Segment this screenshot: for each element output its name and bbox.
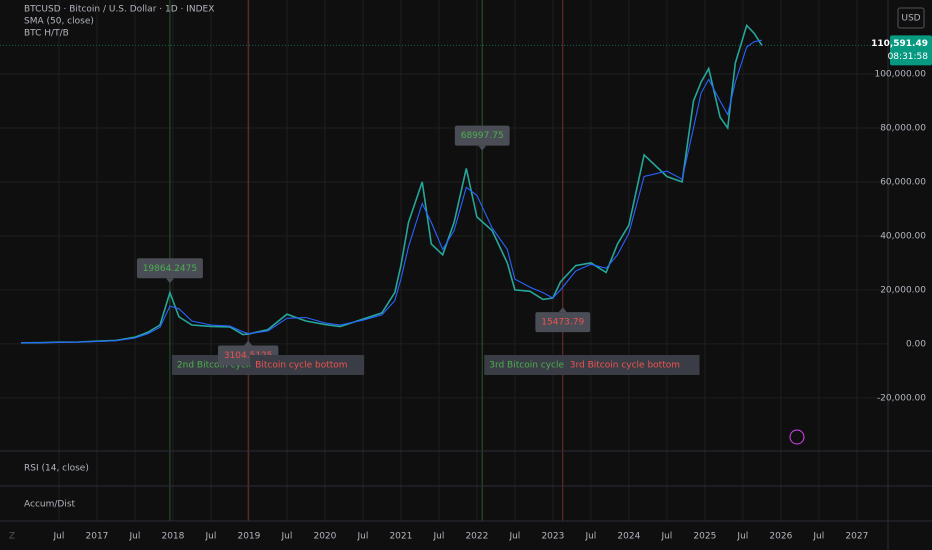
value-box — [454, 125, 510, 146]
x-tick-label: 2026 — [769, 532, 792, 542]
cycle-label: 3rd Bitcoin cycle bottom — [570, 361, 680, 371]
x-tick-label: Jul — [584, 532, 596, 542]
y-tick-label: 60,000.00 — [880, 177, 926, 187]
series-line — [20, 23, 763, 344]
legend-entry: SMA (50, close) — [24, 17, 94, 27]
last-price: 110,591.49 — [871, 39, 928, 49]
x-tick-label: 2025 — [693, 532, 716, 542]
value-label: 68997.75 — [461, 131, 504, 141]
value-pointer — [558, 307, 567, 313]
countdown: 08:31:58 — [888, 52, 929, 62]
currency-box[interactable] — [897, 7, 925, 29]
x-tick-label: 2024 — [617, 532, 640, 542]
value-box — [136, 258, 203, 279]
value-pointer — [478, 145, 487, 151]
x-tick-label: Jul — [660, 532, 672, 542]
indicator-label: BTC H/T/B — [24, 29, 69, 39]
x-tick-label: 2017 — [86, 532, 109, 542]
x-tick-label: 2022 — [465, 532, 488, 542]
label-box — [250, 355, 365, 375]
cycle-label: 3rd Bitcoin cycle top — [489, 361, 582, 371]
value-pointer — [165, 278, 174, 284]
x-tick-label: 2027 — [845, 532, 868, 542]
x-tick-label: 2020 — [313, 532, 336, 542]
y-tick-label: 20,000.00 — [880, 285, 926, 295]
x-tick-label: 2023 — [541, 532, 564, 542]
x-tick-label: Jul — [508, 532, 520, 542]
value-label: 15473.79 — [541, 318, 584, 328]
x-tick-label: Jul — [812, 532, 824, 542]
value-pointer — [244, 340, 253, 346]
y-tick-label: 80,000.00 — [880, 123, 926, 133]
x-tick-label: Jul — [356, 532, 368, 542]
x-tick-label: 2018 — [161, 532, 184, 542]
cycle-label: Bitcoin cycle bottom — [255, 361, 347, 371]
pane-label: Accum/Dist — [24, 500, 76, 510]
y-tick-label: -20,000.00 — [877, 393, 926, 403]
alert-icon[interactable] — [789, 429, 805, 445]
label-box — [564, 355, 700, 375]
y-tick-label: 40,000.00 — [880, 231, 926, 241]
value-label: 3104.5125 — [224, 351, 273, 361]
currency[interactable]: USD — [901, 14, 920, 24]
chart-title: BTCUSD · Bitcoin / U.S. Dollar · 1D · IN… — [24, 5, 214, 15]
value-label: 19864.2475 — [143, 264, 197, 274]
pane-label: RSI (14, close) — [24, 464, 89, 474]
logo: Z — [9, 532, 15, 542]
x-tick-label: Jul — [432, 532, 444, 542]
y-tick-label: 100,000.00 — [874, 69, 926, 79]
x-tick-label: Jul — [53, 532, 65, 542]
price-box — [890, 35, 932, 66]
value-box — [535, 312, 591, 333]
x-tick-label: 2021 — [389, 532, 412, 542]
y-tick-label: 0.00 — [906, 339, 926, 349]
x-tick-label: Jul — [129, 532, 141, 542]
x-tick-label: Jul — [205, 532, 217, 542]
x-tick-label: 2019 — [237, 532, 260, 542]
x-tick-label: Jul — [281, 532, 293, 542]
series-line — [20, 39, 762, 344]
x-tick-label: Jul — [736, 532, 748, 542]
